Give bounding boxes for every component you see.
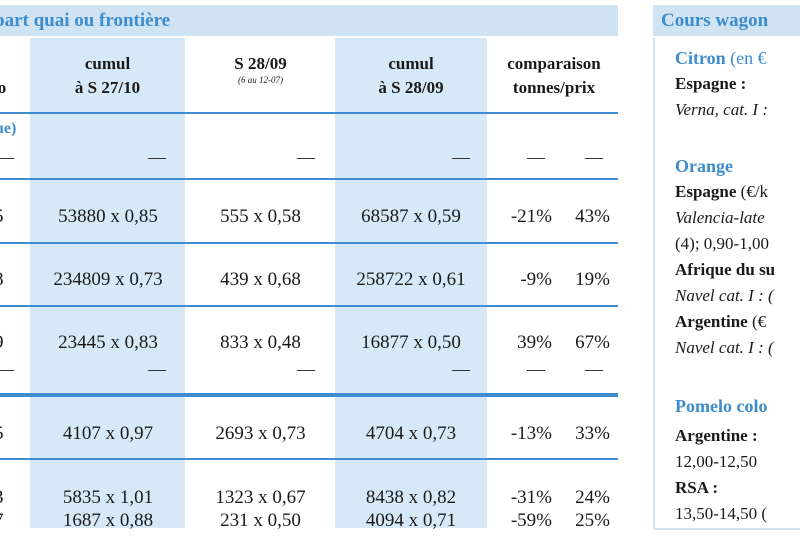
section-divider [0,393,618,397]
product-citron: Citron (en € [675,48,767,68]
table-header-title: part quai ou frontière [0,5,618,36]
column-header-cumul-28: cumul à S 28/09 [378,54,444,97]
price-rsa: 13,50-14,50 ( [675,504,768,523]
wagon-prices-panel: Cours wagon Citron (en € Espagne : Verna… [653,0,800,550]
wagon-prices-frame [653,38,800,530]
dash: — [0,360,14,378]
table-row: 8 234809 x 0,73 439 x 0,68 258722 x 0,61… [0,269,610,290]
row-divider [0,305,618,307]
section-label: ue) [0,120,17,137]
column-header-comparison: comparaison tonnes/prix [507,54,601,97]
variety-valencia: Valencia-late [675,208,765,227]
table-row: 9 23445 x 0,83 833 x 0,48 16877 x 0,50 3… [0,332,610,353]
country-rsa: RSA : [675,478,718,497]
highlight-column-cumul-27 [30,38,185,528]
table-row: 7 1687 x 0,88 231 x 0,50 4094 x 0,71 -59… [0,510,610,531]
country-espagne: Espagne (€/k [675,182,769,201]
column-header-0: o [0,78,7,97]
header-divider [0,112,618,114]
table-row: 5 4107 x 0,97 2693 x 0,73 4704 x 0,73 -1… [0,423,610,444]
dash: — [297,359,315,379]
dash: — [527,359,545,379]
column-header-cumul-27: cumul à S 27/10 [74,54,141,97]
dash: — [452,359,470,379]
country-afrique-du-sud: Afrique du su [675,260,776,279]
dash: — [148,359,166,379]
dash: — [585,359,603,379]
country-espagne: Espagne : [675,74,747,93]
dash: — [148,147,166,167]
row-divider [0,458,618,460]
table-row: 5 53880 x 0,85 555 x 0,58 68587 x 0,59 -… [0,206,610,227]
dash: — [0,148,14,166]
dash: — [585,147,603,167]
highlight-column-cumul-28 [335,38,487,528]
price-argentine: 12,00-12,50 [675,452,758,471]
product-pomelo: Pomelo colo [675,396,768,416]
dash: — [297,147,315,167]
variety-navel: Navel cat. I : ( [675,338,774,357]
variety-verna: Verna, cat. I : [675,100,769,119]
product-orange: Orange [675,156,733,176]
dash: — [452,147,470,167]
wagon-prices-title: Cours wagon [653,5,800,36]
dash: — [527,147,545,167]
table-row: 3 5835 x 1,01 1323 x 0,67 8438 x 0,82 -3… [0,487,610,508]
price-table-panel: part quai ou frontière o cumul à S 27/10… [0,5,618,531]
column-header-week-28: S 28/09 (6 au 12-07) [234,54,287,85]
row-divider [0,178,618,180]
row-divider [0,242,618,244]
country-argentine: Argentine : [675,426,758,445]
variety-navel: Navel cat. I : ( [675,286,774,305]
country-argentine: Argentine (€ [675,312,767,331]
price-valencia: (4); 0,90-1,00 [675,234,769,253]
